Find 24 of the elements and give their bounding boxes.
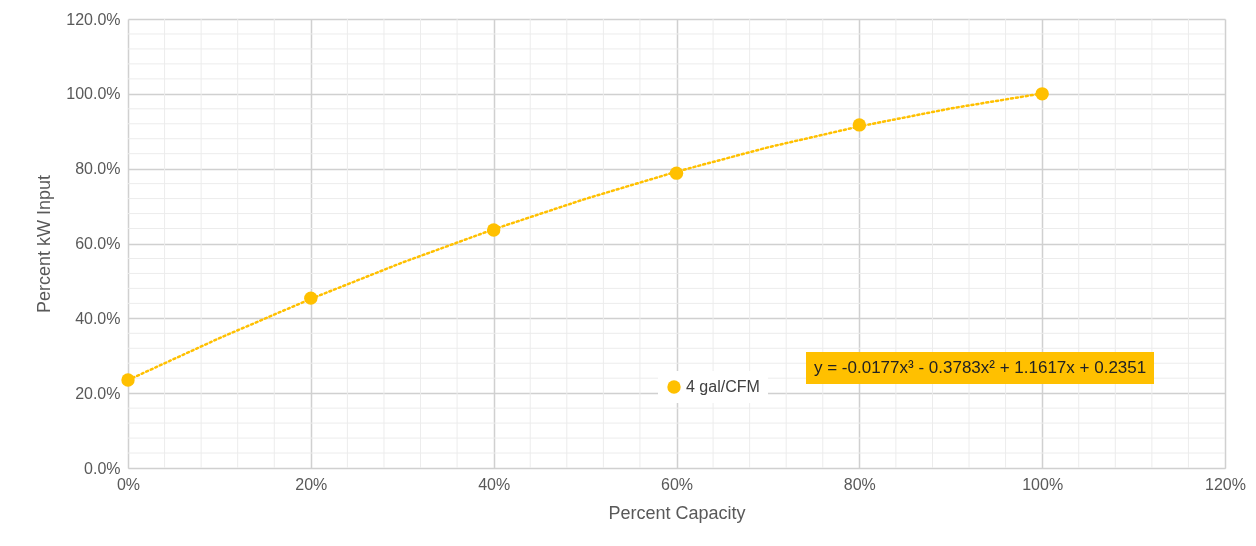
x-tick-label: 80% <box>843 475 876 493</box>
point <box>1035 87 1049 101</box>
y-tick-label: 60.0% <box>75 235 121 252</box>
x-tick-label: 60% <box>660 475 694 493</box>
y-tick-label: 100.0% <box>66 85 121 103</box>
point <box>121 373 135 387</box>
y-tick-label: 0.0% <box>84 459 121 477</box>
x-tick-label: 40% <box>478 475 511 493</box>
x-tick-label: 0% <box>116 475 141 493</box>
y-tick-label: 120.0% <box>66 10 121 28</box>
point <box>852 118 867 132</box>
y-axis-title: Percent kW Input <box>34 174 55 314</box>
point <box>486 223 501 237</box>
x-tick-label: 20% <box>295 475 328 493</box>
x-tick-label: 120% <box>1205 475 1246 493</box>
x-tick-label: 100% <box>1022 475 1064 493</box>
x-axis-title: Percent Capacity <box>608 502 746 523</box>
point <box>304 291 318 305</box>
y-tick-label: 20.0% <box>75 384 121 402</box>
y-tick-label: 80.0% <box>75 160 121 178</box>
annotation: y = -0.0177x³ - 0.3783x² + 1.1617x + 0.2351 <box>806 352 1155 384</box>
legend-label: 4 gal/CFM <box>686 378 760 395</box>
point <box>669 166 684 180</box>
y-tick-label: 40.0% <box>75 309 121 327</box>
